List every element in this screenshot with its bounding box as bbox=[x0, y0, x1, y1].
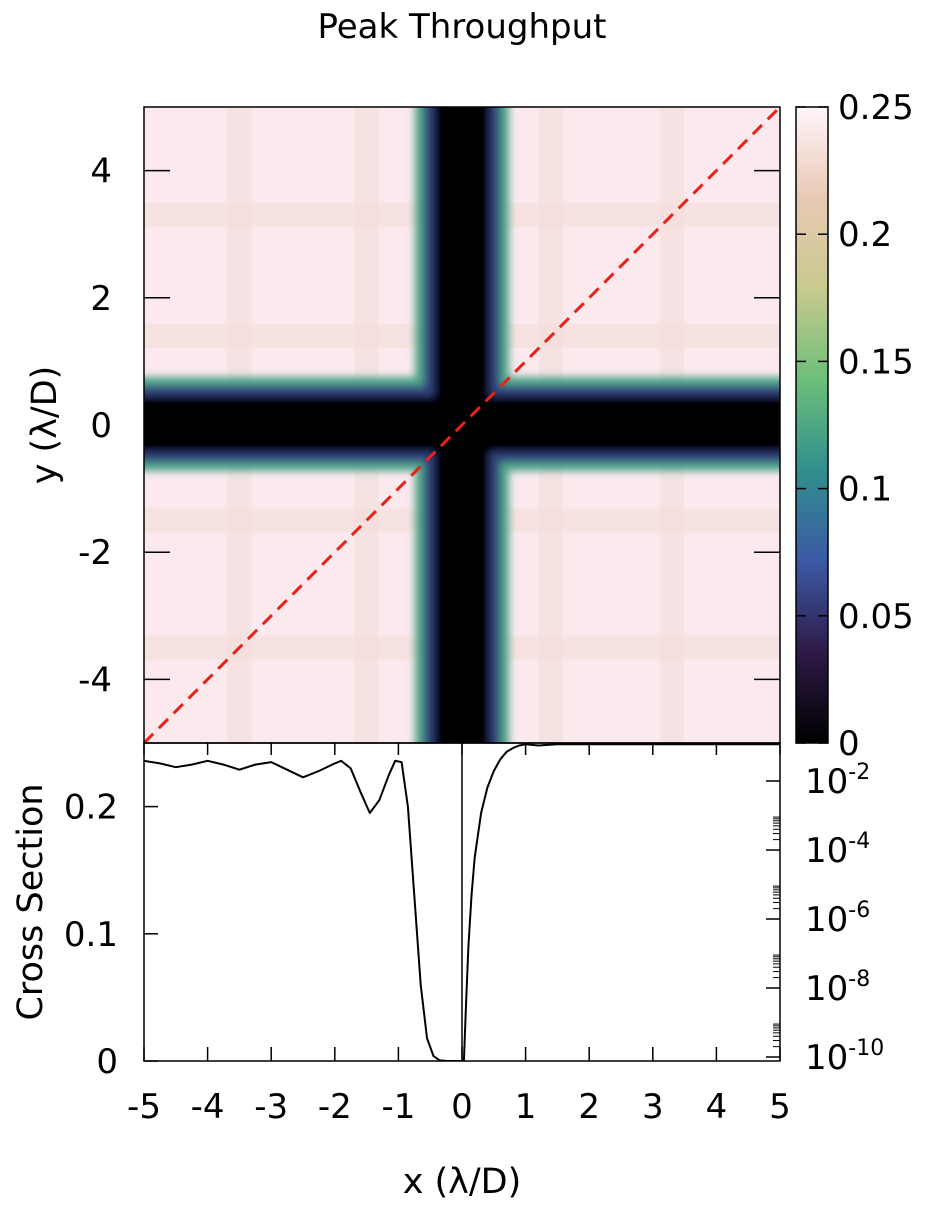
x-axis-label: x (λ/D) bbox=[403, 1162, 522, 1202]
x-tick-label: -1 bbox=[381, 1087, 415, 1127]
cross-section-y-label: Cross Section bbox=[11, 783, 51, 1020]
x-tick-label: 5 bbox=[769, 1087, 791, 1127]
x-tick-label: -4 bbox=[191, 1087, 225, 1127]
x-tick-label: 4 bbox=[706, 1087, 728, 1127]
colorbar-tick-label: 0.25 bbox=[838, 88, 914, 128]
log-tick-exponent: -2 bbox=[848, 760, 870, 785]
log-tick-label: 10-8 bbox=[805, 967, 870, 1009]
log-tick-label: 10-4 bbox=[805, 829, 870, 871]
cross-section-y-ticks: 0.2 0.1 0 bbox=[64, 788, 158, 1082]
x-tick-label: -5 bbox=[127, 1087, 161, 1127]
cross-section-curve bbox=[144, 759, 461, 1061]
x-tick-label: 0 bbox=[451, 1087, 473, 1127]
cross-section-y-tick-label: 0.2 bbox=[64, 788, 118, 828]
x-tick-label: -3 bbox=[254, 1087, 288, 1127]
log-tick-exponent: -6 bbox=[848, 898, 870, 923]
log-tick-label: 10-2 bbox=[805, 760, 870, 802]
x-tick-label: 2 bbox=[578, 1087, 600, 1127]
colorbar-ticks: 0.25 0.2 0.15 0.1 0.05 0 bbox=[796, 88, 914, 764]
colorbar-tick-label: 0.1 bbox=[838, 470, 892, 510]
cross-section-log-ticks: 10-2 10-4 10-6 10-8 10-10 bbox=[766, 760, 884, 1078]
heatmap-y-tick-label: 0 bbox=[90, 406, 112, 446]
heatmap-y-tick-label: -4 bbox=[78, 660, 112, 700]
x-tick-label: 1 bbox=[515, 1087, 537, 1127]
diagonal-dashed-line bbox=[144, 107, 780, 743]
colorbar-tick-label: 0.15 bbox=[838, 342, 914, 382]
log-tick-exponent: -8 bbox=[848, 967, 870, 992]
log-tick-exponent: -4 bbox=[848, 829, 870, 854]
colorbar-tick-label: 0.2 bbox=[838, 215, 892, 255]
heatmap-y-tick-label: 4 bbox=[90, 152, 112, 192]
heatmap-y-tick-label: 2 bbox=[90, 279, 112, 319]
chart-title: Peak Throughput bbox=[317, 7, 606, 47]
cross-section-curves bbox=[144, 743, 780, 1061]
cross-section-y-tick-label: 0.1 bbox=[64, 915, 118, 955]
log-tick-label: 10-6 bbox=[805, 898, 870, 940]
x-tick-label: -2 bbox=[318, 1087, 352, 1127]
colorbar bbox=[795, 106, 829, 744]
cross-section-x-ticks: -5 -4 -3 -2 -1 0 1 2 3 4 5 bbox=[127, 743, 791, 1127]
x-tick-label: 3 bbox=[642, 1087, 664, 1127]
cross-section-y-tick-label: 0 bbox=[96, 1042, 118, 1082]
heatmap-y-tick-label: -2 bbox=[78, 533, 112, 573]
log-tick-exponent: -10 bbox=[848, 1036, 884, 1061]
colorbar-tick-label: 0 bbox=[838, 724, 860, 764]
cross-section-curve bbox=[462, 743, 780, 1061]
log-tick-label: 10-10 bbox=[805, 1036, 884, 1078]
heatmap-area bbox=[144, 107, 780, 743]
heatmap-y-ticks: 4 2 0 -2 -4 bbox=[78, 152, 780, 700]
heatmap-y-label: y (λ/D) bbox=[25, 366, 65, 485]
heatmap-cross bbox=[144, 107, 780, 743]
colorbar-tick-label: 0.05 bbox=[838, 597, 914, 637]
